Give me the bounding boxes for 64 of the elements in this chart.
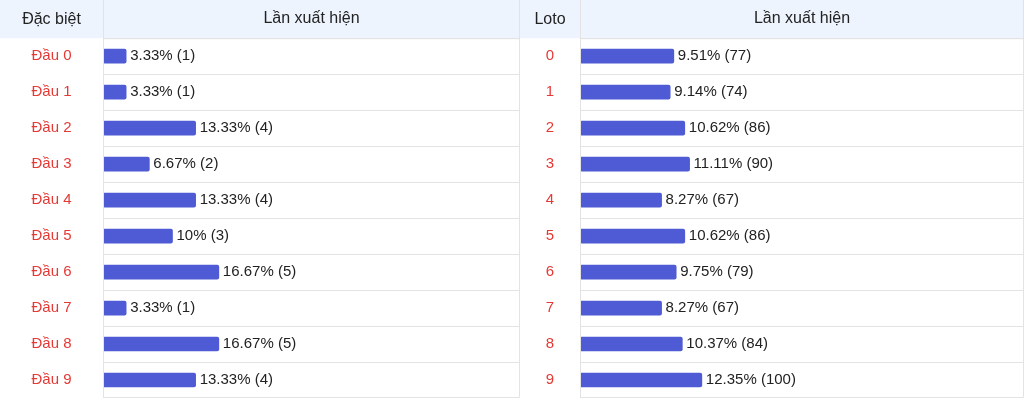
x-axis-title: Lần xuất hiện <box>753 9 851 27</box>
bar <box>103 336 220 352</box>
bar <box>103 48 127 64</box>
y-tick-label: Đầu 8 <box>31 334 72 352</box>
y-tick-label: 3 <box>545 154 555 172</box>
y-tick-label: 7 <box>545 298 555 316</box>
bar <box>103 264 220 280</box>
y-tick-label: Đầu 9 <box>31 370 72 388</box>
y-tick-label: 8 <box>545 334 555 352</box>
y-tick-label: Đầu 0 <box>31 46 72 64</box>
data-label: 9.51% (77) <box>677 46 752 64</box>
bar <box>103 192 196 208</box>
y-tick-label: Đầu 2 <box>31 118 72 136</box>
data-label: 13.33% (4) <box>199 190 274 208</box>
data-label: 13.33% (4) <box>199 118 274 136</box>
bar <box>580 192 662 208</box>
bar <box>580 228 686 244</box>
data-label: 9.75% (79) <box>680 262 754 280</box>
y-tick-label: 0 <box>545 46 555 64</box>
data-label: 3.33% (1) <box>130 298 196 316</box>
bar <box>580 84 671 100</box>
bar <box>103 300 127 316</box>
bar <box>580 156 690 172</box>
data-label: 10.62% (86) <box>688 118 771 136</box>
y-tick-label: Đầu 6 <box>31 262 72 280</box>
data-label: 11.11% (90) <box>693 154 774 172</box>
bar <box>580 336 683 352</box>
y-tick-label: 5 <box>545 226 555 244</box>
y-tick-label: Đầu 3 <box>31 154 72 172</box>
data-label: 9.14% (74) <box>674 82 748 100</box>
data-label: 10.62% (86) <box>688 226 771 244</box>
y-axis-title: Loto <box>534 9 566 27</box>
bar <box>580 372 703 388</box>
data-label: 10% (3) <box>176 226 230 244</box>
y-tick-label: Đầu 4 <box>31 190 72 208</box>
data-label: 8.27% (67) <box>665 190 739 208</box>
x-axis-title: Lần xuất hiện <box>263 9 360 27</box>
data-label: 16.67% (5) <box>222 262 297 280</box>
bar <box>103 84 127 100</box>
data-label: 3.33% (1) <box>130 82 196 100</box>
data-label: 16.67% (5) <box>222 334 297 352</box>
data-label: 10.37% (84) <box>686 334 769 352</box>
data-label: 12.35% (100) <box>705 370 796 388</box>
y-tick-label: 9 <box>545 370 555 388</box>
bar <box>580 264 677 280</box>
bar <box>580 120 686 136</box>
y-tick-label: 6 <box>545 262 555 280</box>
y-tick-label: 2 <box>545 118 555 136</box>
data-label: 8.27% (67) <box>665 298 739 316</box>
y-tick-label: Đầu 5 <box>31 226 72 244</box>
bar <box>103 228 173 244</box>
bar <box>103 120 196 136</box>
data-label: 13.33% (4) <box>199 370 274 388</box>
bar <box>580 48 675 64</box>
y-tick-label: 1 <box>545 82 555 100</box>
y-tick-label: Đầu 1 <box>31 82 72 100</box>
bar <box>103 372 196 388</box>
data-label: 6.67% (2) <box>153 154 219 172</box>
y-axis-title: Đặc biệt <box>22 9 82 27</box>
bar <box>103 156 150 172</box>
y-tick-label: 4 <box>545 190 555 208</box>
y-tick-label: Đầu 7 <box>31 298 72 316</box>
data-label: 3.33% (1) <box>130 46 196 64</box>
bar <box>580 300 662 316</box>
